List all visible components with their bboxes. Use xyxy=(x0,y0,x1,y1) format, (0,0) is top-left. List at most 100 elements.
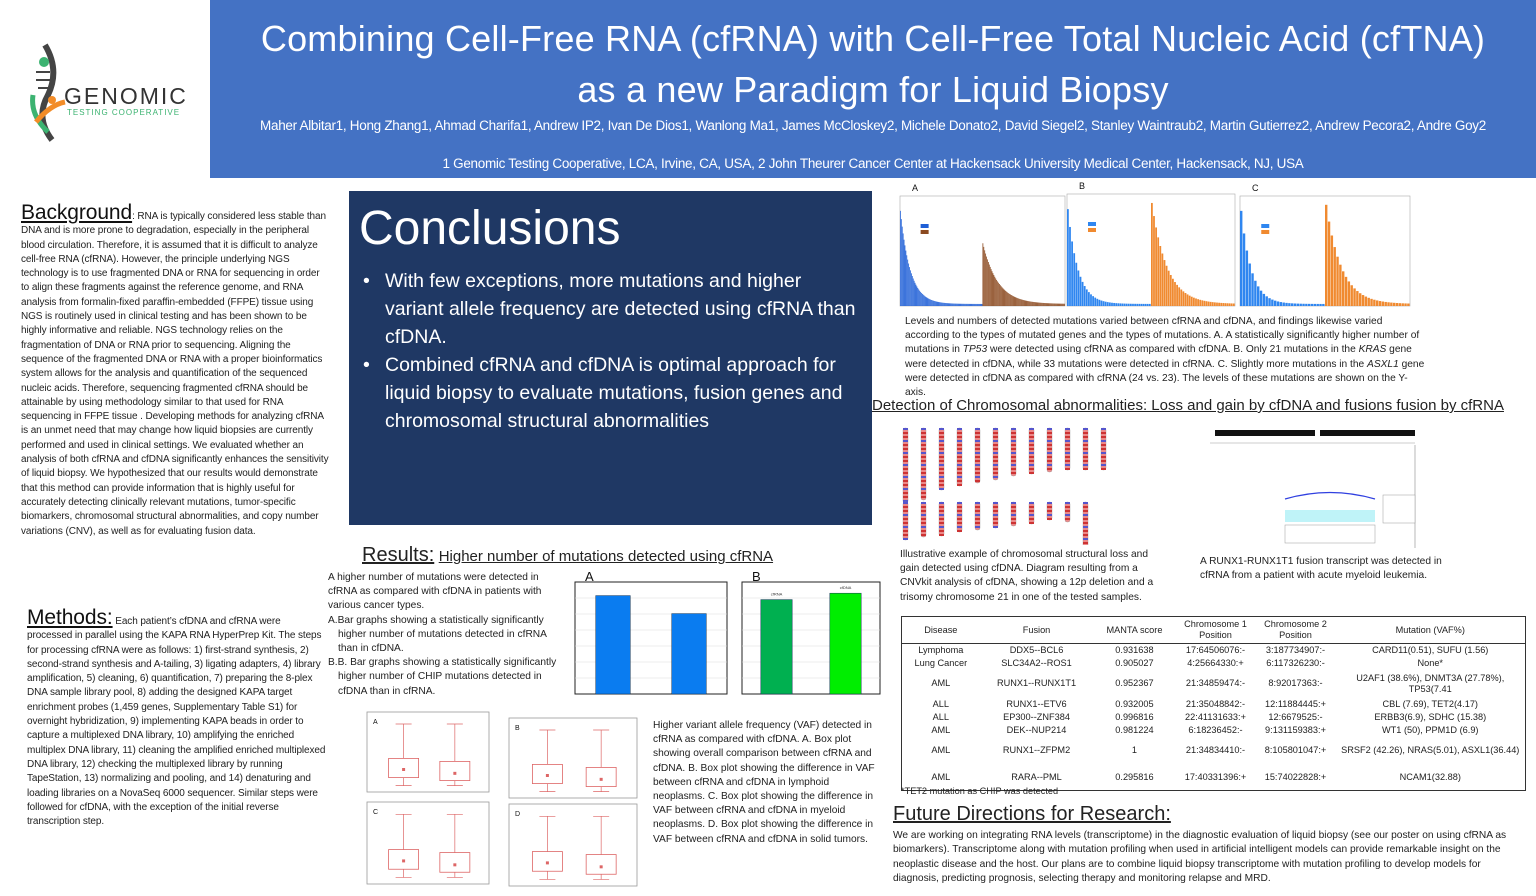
bar xyxy=(760,599,793,695)
chromosome-band xyxy=(1029,510,1034,512)
chromosome-band xyxy=(1101,444,1106,446)
chromosome-band xyxy=(1065,456,1070,458)
mutation-bar xyxy=(969,303,971,306)
chromosome-band xyxy=(975,476,980,478)
mutation-bar xyxy=(1404,303,1407,306)
mutation-bar xyxy=(1031,301,1032,306)
chromosome-band xyxy=(1101,464,1106,466)
table-cell: 6:18236452:- xyxy=(1188,724,1243,735)
chromosome-band xyxy=(921,534,926,536)
chromosome-band xyxy=(957,432,962,434)
mutation-bar xyxy=(1026,300,1028,306)
chromosome-band xyxy=(975,518,980,520)
mutation-bar xyxy=(970,303,972,306)
chromosome-band xyxy=(939,460,944,462)
chromosome-band xyxy=(1083,538,1088,540)
mutation-bar xyxy=(987,259,988,306)
table-cell: 1 xyxy=(1131,745,1137,755)
chromosome-band xyxy=(957,448,962,450)
table-cell: 0.932005 xyxy=(1115,698,1154,709)
chromosome-band xyxy=(1011,514,1016,516)
mutation-bar xyxy=(1293,303,1297,306)
mutation-bar xyxy=(1027,301,1029,306)
mutation-bar xyxy=(940,302,942,306)
caption-text: gene were detected in cfDNA as compared … xyxy=(905,358,1425,399)
chromosome-band xyxy=(939,502,944,504)
mutation-bar xyxy=(984,250,986,306)
chromosome-band xyxy=(903,428,908,430)
chromosome-band xyxy=(1011,460,1016,462)
chromosome-band xyxy=(1083,452,1088,454)
table-row: ALL EP300--ZNF384 0.996816 22:41131633:+ 12:… xyxy=(902,711,1526,724)
col-mutation: Mutation (VAF%) xyxy=(1335,616,1526,644)
mutation-bar xyxy=(947,303,949,306)
chromosome-band xyxy=(1101,452,1106,454)
mutation-bar xyxy=(1111,302,1113,306)
chromosome-band xyxy=(1029,468,1034,470)
mutation-bar xyxy=(1083,286,1086,306)
chromosome-band xyxy=(1101,468,1106,470)
mutation-bar xyxy=(993,275,995,306)
chromosome-band xyxy=(1029,452,1034,454)
mutation-bar xyxy=(977,303,979,306)
chromosome-band xyxy=(1065,464,1070,466)
chromosome-band xyxy=(993,510,998,512)
mutation-bar xyxy=(1100,300,1103,306)
mutation-bar xyxy=(1123,303,1126,306)
mutation-bar xyxy=(1216,302,1218,306)
mutation-bar xyxy=(1022,299,1024,306)
mutation-bar xyxy=(998,282,999,306)
table-cell: Lymphoma xyxy=(918,644,964,655)
mean-marker xyxy=(402,859,406,863)
chromosome-band xyxy=(921,530,926,532)
table-cell: RUNX1--ZFPM2 xyxy=(1002,745,1071,755)
chromosome-band xyxy=(957,480,962,482)
mutation-bar xyxy=(1188,295,1191,306)
mutation-bar xyxy=(1018,298,1020,306)
mean-marker xyxy=(453,863,457,867)
mutation-bar xyxy=(1274,300,1277,306)
panel-letter: B xyxy=(1079,181,1085,191)
table-cell: 0.996816 xyxy=(1115,711,1154,722)
mutation-bar xyxy=(1009,293,1010,306)
boxplot-panel xyxy=(508,803,638,887)
mutation-bar xyxy=(1327,221,1331,306)
mutation-bar xyxy=(1035,302,1037,306)
mutation-bar xyxy=(1125,303,1128,306)
chromosome-band xyxy=(939,488,944,490)
table-cell: 17:64506076:- xyxy=(1185,644,1246,655)
chromosome-band xyxy=(1065,502,1070,504)
table-cell: 21:34834410:- xyxy=(1185,745,1246,755)
mutation-bar xyxy=(989,266,991,306)
mutation-bar xyxy=(911,273,912,306)
mutation-bar xyxy=(1021,299,1022,306)
mutation-bar xyxy=(1186,294,1189,306)
chromosome-band xyxy=(1047,464,1052,466)
chromosome-band xyxy=(1065,448,1070,450)
mutation-bar xyxy=(1322,303,1325,306)
mutation-bar xyxy=(1075,262,1078,306)
mutation-bar xyxy=(1178,287,1181,306)
chromosome-band xyxy=(1011,444,1016,446)
mutation-bar xyxy=(1029,301,1031,306)
chromosome-band xyxy=(1101,460,1106,462)
table-cell: SRSF2 (42.26), NRAS(5.01), ASXL1(36.44) xyxy=(1341,745,1520,755)
mutation-bar xyxy=(908,263,910,306)
chromosome-band xyxy=(993,464,998,466)
chromosome-band xyxy=(903,534,908,536)
mutation-bar xyxy=(921,292,922,306)
mutation-bar xyxy=(1310,303,1314,306)
mutation-bar xyxy=(960,303,962,306)
mutation-bar xyxy=(1069,226,1071,306)
background-section: Background: RNA is typically considered … xyxy=(21,202,329,539)
mutation-bar xyxy=(1043,303,1045,306)
mutation-bar xyxy=(946,303,948,306)
chromosome-band xyxy=(1047,518,1052,520)
mutation-bar xyxy=(976,303,977,306)
chromosome-band xyxy=(1083,542,1088,544)
table-cell: 17:40331396:+ xyxy=(1184,771,1247,782)
chromosome-band xyxy=(1047,440,1052,442)
mutation-bar xyxy=(1071,241,1073,306)
chromosome-band xyxy=(939,444,944,446)
col-chrom2: Chromosome 2 Position xyxy=(1255,616,1336,644)
